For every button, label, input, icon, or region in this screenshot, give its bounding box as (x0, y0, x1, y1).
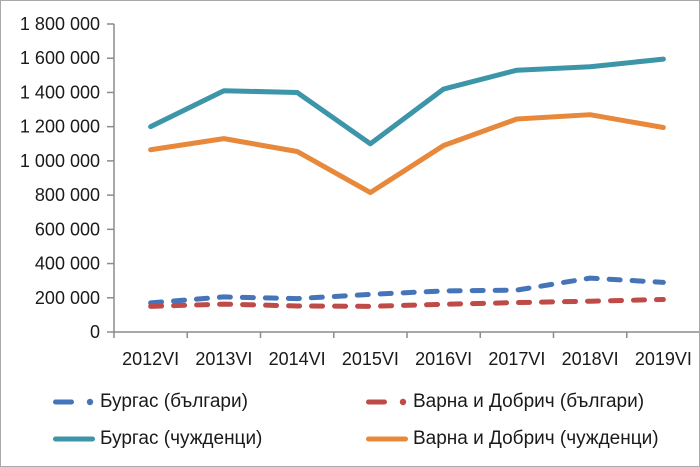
y-axis-tick-label: 1 200 000 (20, 117, 100, 137)
x-axis-tick-label: 2019VI (635, 349, 692, 369)
x-axis-tick-label: 2018VI (562, 349, 619, 369)
y-axis-tick-label: 1 600 000 (20, 48, 100, 68)
x-axis-tick-label: 2016VI (415, 349, 472, 369)
legend-item-burgas-bulgari: Бургас (българи) (53, 383, 366, 420)
legend-label: Варна и Добрич (чужденци) (413, 427, 659, 449)
y-axis-tick-label: 1 000 000 (20, 151, 100, 171)
legend-label: Бургас (чужденци) (100, 427, 263, 449)
series-line (148, 56, 666, 147)
solid-line-legend-marker (366, 436, 408, 441)
x-axis-tick-label: 2015VI (342, 349, 399, 369)
legend-item-burgas-chuzhdenci: Бургас (чужденци) (53, 420, 366, 457)
dashed-line-legend-marker (366, 398, 407, 405)
x-axis-tick-label: 2014VI (269, 349, 326, 369)
series-line (148, 112, 666, 196)
y-axis-tick-label: 1 800 000 (20, 14, 100, 34)
y-axis-tick-label: 600 000 (35, 219, 100, 239)
series-line (148, 296, 666, 309)
legend-item-varna-dobrich-chuzhdenci: Варна и Добрич (чужденци) (366, 420, 699, 457)
legend-label: Варна и Добрич (българи) (413, 390, 645, 412)
line-chart-plot-area: 0 200 000 400 000 600 000 800 000 1 000 000 1 … (20, 14, 699, 369)
legend: Бургас (българи) Варна и Добрич (българи… (1, 383, 699, 457)
y-axis-tick-label: 1 400 000 (20, 82, 100, 102)
x-axis-tick-label: 2017VI (488, 349, 545, 369)
y-axis-tick-label: 200 000 (35, 288, 100, 308)
solid-line-legend-marker (53, 436, 95, 441)
y-axis-tick-label: 400 000 (35, 254, 100, 274)
x-axis-tick-label: 2012VI (122, 349, 179, 369)
x-axis-tick-label: 2013VI (195, 349, 252, 369)
legend-item-varna-dobrich-bulgari: Варна и Добрич (българи) (366, 383, 699, 420)
y-axis-tick-label: 800 000 (35, 185, 100, 205)
series-line (148, 275, 666, 306)
legend-label: Бургас (българи) (100, 390, 248, 412)
dashed-line-legend-marker (53, 398, 94, 405)
y-axis-tick-label: 0 (90, 322, 100, 342)
